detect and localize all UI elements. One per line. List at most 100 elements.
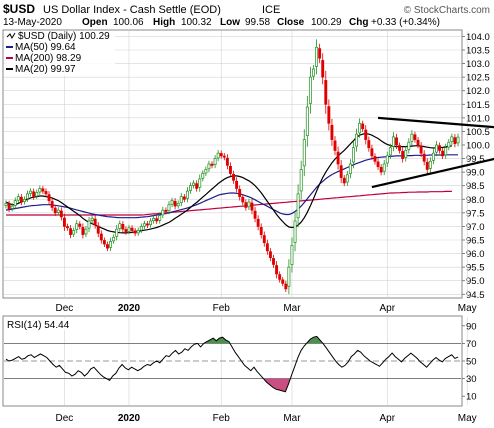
candle-body bbox=[422, 153, 426, 162]
candle-body bbox=[115, 228, 119, 237]
price-tick-label: 94.5 bbox=[466, 290, 485, 301]
candle-body bbox=[59, 210, 63, 218]
candle-body bbox=[444, 147, 448, 156]
candle-body bbox=[428, 160, 432, 169]
candle-body bbox=[413, 134, 417, 140]
candle-body bbox=[327, 106, 331, 124]
candle-body bbox=[253, 210, 257, 219]
price-tick-label: 99.5 bbox=[466, 154, 485, 165]
rsi-overbought-fill bbox=[305, 336, 325, 344]
candle-body bbox=[198, 178, 202, 188]
candle-body bbox=[50, 201, 54, 208]
candle-body bbox=[315, 46, 319, 67]
candle-body bbox=[450, 136, 454, 142]
candle-body bbox=[281, 279, 285, 284]
x-tick-label: Feb bbox=[213, 303, 231, 314]
x-tick-label: Mar bbox=[283, 413, 301, 424]
candle-body bbox=[272, 258, 275, 265]
candle-body bbox=[305, 106, 309, 137]
candle-body bbox=[401, 151, 405, 159]
rsi-axis: 10 30 50 70 90 bbox=[462, 321, 477, 403]
legend-ma20: MA(20) 99.97 bbox=[15, 64, 76, 75]
candle-body bbox=[142, 223, 146, 227]
candle-body bbox=[435, 144, 438, 153]
low-label: Low bbox=[220, 17, 240, 28]
candle-body bbox=[7, 203, 11, 210]
candle-body bbox=[22, 198, 26, 203]
candle-body bbox=[155, 218, 159, 222]
candle-body bbox=[364, 129, 368, 140]
high-value: 100.32 bbox=[181, 17, 212, 28]
price-tick-label: 98.0 bbox=[466, 195, 485, 206]
rsi-grid bbox=[4, 317, 468, 405]
candle-body bbox=[318, 48, 322, 59]
x-tick-label: Feb bbox=[213, 413, 231, 424]
price-tick-label: 102.0 bbox=[466, 86, 490, 97]
candle-body bbox=[355, 133, 358, 147]
candle-body bbox=[336, 151, 340, 165]
candle-body bbox=[87, 220, 91, 229]
candle-body bbox=[379, 167, 383, 173]
candle-body bbox=[66, 226, 69, 229]
price-tick-label: 96.5 bbox=[466, 236, 485, 247]
close-label: Close bbox=[277, 17, 305, 28]
candle-body bbox=[395, 137, 398, 146]
candlestick-series bbox=[4, 39, 460, 295]
close-value: 100.29 bbox=[311, 17, 342, 28]
rsi-extreme-fills bbox=[104, 336, 325, 392]
candle-body bbox=[262, 235, 266, 244]
legend-ma200: MA(200) 98.29 bbox=[15, 53, 82, 64]
candle-body bbox=[299, 169, 303, 192]
candle-body bbox=[284, 283, 288, 290]
candle-body bbox=[99, 233, 103, 241]
x-tick-label: Dec bbox=[56, 413, 74, 424]
candle-body bbox=[385, 155, 389, 164]
candle-body bbox=[26, 193, 29, 199]
candle-body bbox=[210, 163, 214, 166]
candle-body bbox=[130, 227, 134, 231]
candle-body bbox=[441, 150, 445, 157]
candle-body bbox=[109, 241, 112, 248]
rsi-overbought-fill bbox=[202, 337, 231, 344]
candle-body bbox=[53, 207, 57, 214]
candle-body bbox=[391, 136, 395, 147]
candle-body bbox=[419, 145, 423, 154]
open-value: 100.06 bbox=[113, 17, 144, 28]
ma20-line bbox=[5, 132, 453, 234]
candle-body bbox=[370, 148, 374, 157]
candle-body bbox=[56, 209, 60, 213]
candle-body bbox=[161, 209, 165, 216]
candle-body bbox=[149, 220, 152, 225]
candle-body bbox=[32, 191, 36, 197]
price-tick-label: 95.5 bbox=[466, 263, 485, 274]
candle-body bbox=[185, 190, 189, 199]
candle-body bbox=[241, 196, 245, 203]
candle-body bbox=[106, 244, 109, 249]
exchange: ICE bbox=[262, 4, 280, 16]
x-tick-label: May bbox=[458, 303, 477, 314]
rsi-tick-label: 30 bbox=[466, 374, 477, 385]
candle-body bbox=[176, 203, 180, 207]
price-tick-label: 103.0 bbox=[466, 59, 490, 70]
candle-body bbox=[339, 165, 343, 178]
candle-body bbox=[189, 185, 192, 191]
candle-body bbox=[373, 156, 377, 162]
candle-body bbox=[167, 204, 171, 212]
price-tick-label: 97.5 bbox=[466, 208, 485, 219]
candle-body bbox=[173, 200, 177, 207]
x-tick-label: Apr bbox=[379, 303, 395, 314]
candle-body bbox=[81, 227, 85, 235]
candle-body bbox=[10, 205, 14, 209]
candle-body bbox=[321, 60, 325, 78]
quote-date: 13-May-2020 bbox=[3, 17, 62, 28]
rsi-oversold-fill bbox=[261, 378, 291, 392]
candle-body bbox=[4, 203, 8, 206]
candle-body bbox=[268, 251, 272, 258]
x-tick-label: Mar bbox=[283, 303, 301, 314]
chart-header: $USD US Dollar Index - Cash Settle (EOD)… bbox=[3, 2, 490, 28]
candle-body bbox=[229, 165, 232, 174]
candle-body bbox=[410, 133, 414, 142]
price-tick-label: 100.5 bbox=[466, 127, 490, 138]
candle-body bbox=[201, 173, 205, 179]
